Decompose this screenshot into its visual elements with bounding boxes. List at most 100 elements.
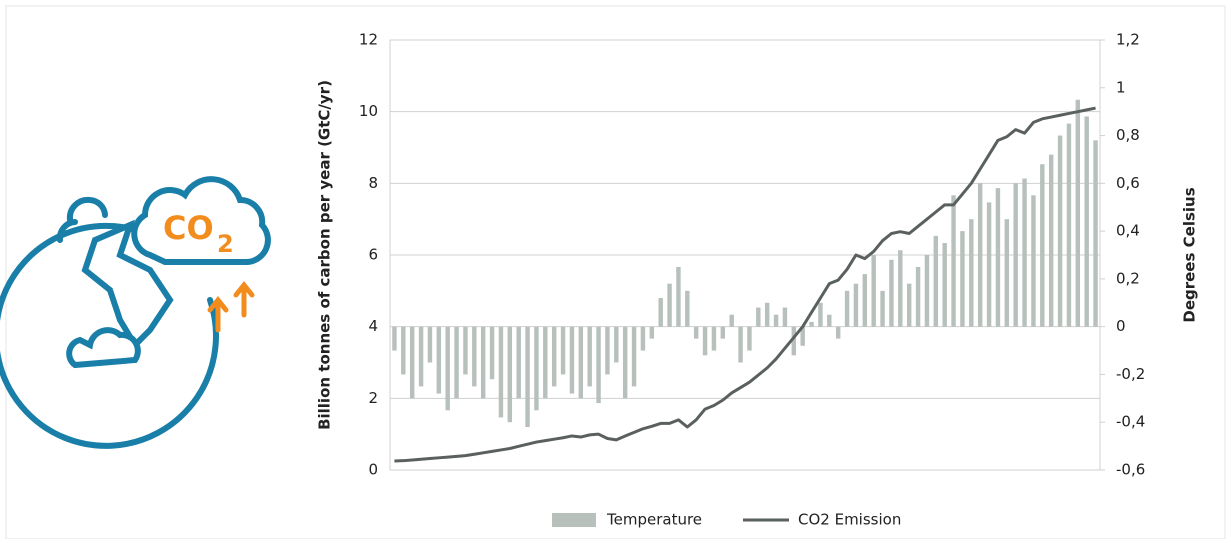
y2-tick-label: 0,2	[1116, 269, 1140, 287]
y-tick-label: 2	[368, 389, 378, 407]
y-tick-label: 10	[359, 102, 378, 120]
bar	[578, 326, 584, 399]
bar	[605, 326, 610, 375]
bar	[622, 326, 628, 399]
y2-tick-label: 0,6	[1116, 174, 1140, 192]
bar	[676, 266, 681, 327]
y2-tick-label: 0	[1116, 317, 1126, 335]
bar	[551, 326, 557, 387]
bar	[898, 250, 903, 327]
bar	[436, 326, 442, 394]
icon-label-sub: 2	[217, 230, 234, 258]
bar	[986, 202, 992, 327]
bar	[818, 302, 823, 327]
bar	[800, 326, 805, 346]
line	[394, 106, 1096, 463]
bar	[809, 321, 814, 327]
bar	[880, 290, 885, 327]
frame	[5, 5, 1226, 540]
y2-tick-label: -0,4	[1116, 413, 1145, 431]
bar	[1093, 140, 1098, 327]
bar	[791, 326, 797, 356]
cloud-co2	[131, 176, 271, 265]
bar	[693, 326, 699, 339]
bar	[685, 290, 690, 327]
y-tick-label: 12	[359, 31, 378, 49]
y2-tick-label: 1	[1116, 78, 1126, 96]
co2-icon	[0, 176, 271, 449]
bar	[631, 326, 637, 387]
bar	[747, 326, 752, 351]
legend-label: CO2 Emission	[798, 511, 901, 529]
bar	[569, 326, 575, 394]
bar	[418, 326, 424, 387]
bar	[516, 326, 521, 399]
bar	[401, 326, 406, 375]
continent	[81, 219, 174, 350]
bar	[507, 326, 513, 423]
bar	[498, 326, 504, 418]
legend-label: Temperature	[606, 511, 702, 529]
bar	[960, 231, 965, 327]
bar	[995, 188, 1001, 327]
bar	[1057, 135, 1063, 327]
y-tick-label: 6	[368, 246, 378, 264]
bar	[649, 326, 655, 339]
bar	[525, 326, 530, 427]
bar	[853, 283, 859, 327]
bar	[445, 326, 450, 411]
bar	[1031, 195, 1036, 327]
y2-tick-label: 1,2	[1116, 31, 1140, 49]
arrows	[207, 280, 255, 333]
bar	[560, 326, 566, 375]
bar	[543, 326, 548, 399]
cloud-bottom	[66, 327, 141, 369]
bar	[1004, 219, 1010, 327]
bar	[915, 266, 921, 327]
bar	[596, 326, 601, 404]
y2-tick-label: 0,8	[1116, 126, 1140, 144]
bar	[906, 283, 912, 327]
bar	[835, 326, 841, 339]
bar	[889, 259, 894, 327]
bar	[640, 326, 646, 351]
bar	[658, 298, 663, 327]
bar	[1022, 178, 1027, 327]
legend-swatch	[552, 513, 596, 527]
bar	[489, 326, 495, 380]
bar	[933, 235, 939, 327]
icon-label: CO	[163, 209, 214, 247]
bar	[720, 326, 726, 339]
bar	[472, 326, 477, 387]
bar	[756, 307, 761, 327]
y2-axis-title: Degrees Celsius	[1181, 187, 1199, 322]
bar	[871, 255, 876, 327]
bar	[427, 326, 433, 363]
bar	[463, 326, 468, 375]
bar	[454, 326, 459, 399]
bar	[977, 183, 983, 327]
bar	[827, 314, 832, 327]
bar	[924, 255, 930, 327]
y2-tick-label: -0,2	[1116, 365, 1145, 383]
bar	[951, 195, 956, 327]
y-tick-label: 0	[368, 461, 378, 479]
bar	[1066, 123, 1072, 327]
bar	[764, 302, 770, 327]
bar	[969, 219, 974, 327]
bar	[587, 326, 592, 387]
bar	[862, 274, 868, 327]
bar	[1084, 116, 1089, 327]
y-tick-label: 8	[368, 174, 378, 192]
bar	[534, 326, 539, 411]
bar	[844, 290, 850, 327]
bar	[711, 326, 717, 351]
bar	[1075, 99, 1081, 327]
bar	[1013, 183, 1018, 327]
bar	[1040, 164, 1045, 327]
bar	[667, 283, 672, 327]
cloud-left	[56, 196, 108, 243]
bar	[702, 326, 708, 356]
